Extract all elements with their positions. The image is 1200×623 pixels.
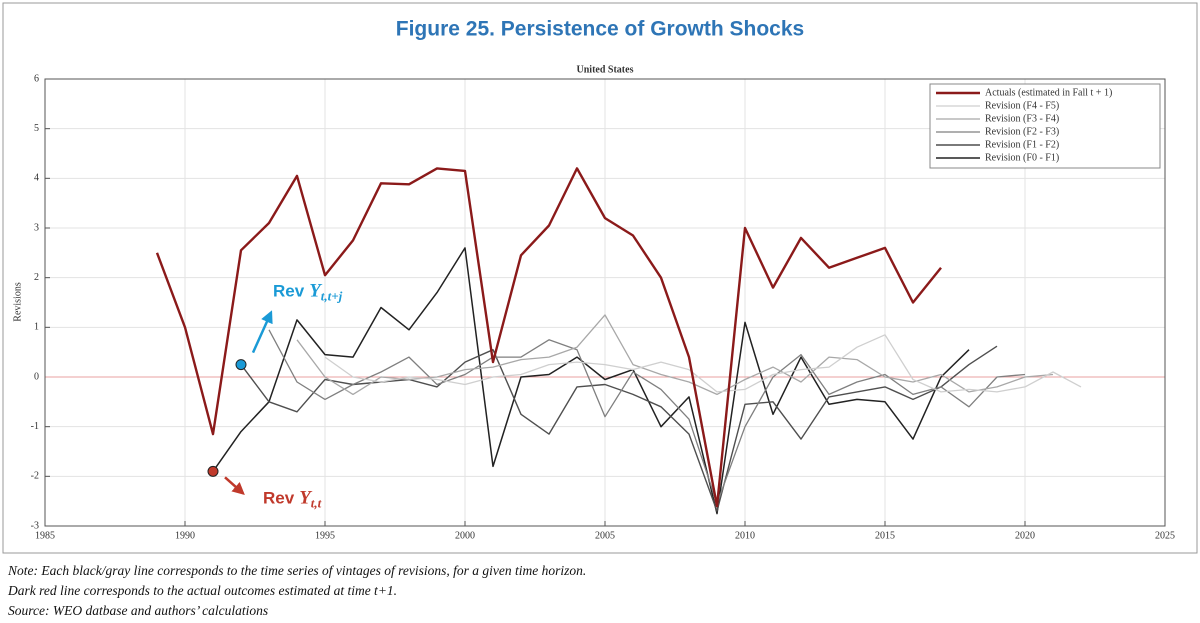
annotation-subscript: t,t (311, 495, 322, 510)
series-line (240, 345, 998, 512)
plot-border (44, 78, 1166, 527)
legend-label: Revision (F1 - F2) (985, 139, 1059, 150)
chart-title: Figure 25. Persistence of Growth Shocks (396, 18, 804, 41)
legend-box (929, 83, 1161, 169)
y-tick-label: 4 (34, 173, 39, 184)
y-tick-label: -3 (31, 520, 39, 531)
x-tick-label: 1985 (35, 530, 55, 541)
y-axis-label: Revisions (12, 282, 23, 322)
chart-subtitle: United States (577, 64, 634, 75)
note: Source: WEO datbase and authors’ calcula… (8, 603, 268, 618)
annotation-point (235, 359, 247, 371)
series-line (155, 167, 942, 508)
x-tick-label: 2010 (735, 530, 755, 541)
annotation-arrow (251, 310, 273, 354)
legend-label: Revision (F0 - F1) (985, 152, 1059, 163)
annotation-label: Rev Yt,t (263, 488, 322, 511)
annotation-point (207, 465, 219, 477)
x-tick-label: 2020 (1015, 530, 1035, 541)
note: Note: Each black/gray line corresponds t… (7, 563, 586, 578)
x-tick-label: 1995 (315, 530, 335, 541)
x-tick-label: 2015 (875, 530, 895, 541)
legend-label: Actuals (estimated in Fall t + 1) (985, 87, 1112, 98)
annotation-text: Rev (273, 282, 305, 301)
annotation-label: Rev Yt,t+j (273, 281, 343, 304)
legend-label: Revision (F4 - F5) (985, 100, 1059, 111)
y-tick-label: 5 (34, 123, 39, 134)
y-tick-label: -1 (31, 421, 39, 432)
annotation-arrow (224, 476, 245, 496)
note: Dark red line corresponds to the actual … (7, 583, 397, 598)
annotation-text: Rev (263, 489, 295, 508)
x-tick-label: 2000 (455, 530, 475, 541)
annotation-symbol: Y (309, 281, 323, 302)
legend-label: Revision (F2 - F3) (985, 126, 1059, 137)
series-line (212, 247, 970, 515)
x-tick-label: 2025 (1155, 530, 1175, 541)
x-tick-label: 2005 (595, 530, 615, 541)
legend-label: Revision (F3 - F4) (985, 113, 1059, 124)
y-tick-label: 3 (34, 222, 39, 233)
y-tick-label: 1 (34, 322, 39, 333)
series-line (268, 329, 1026, 505)
frame (2, 2, 1198, 554)
x-tick-label: 1990 (175, 530, 195, 541)
annotation-symbol: Y (299, 488, 313, 509)
y-tick-label: 2 (34, 272, 39, 283)
y-tick-label: 6 (34, 73, 39, 84)
y-tick-label: 0 (34, 371, 39, 382)
annotation-subscript: t,t+j (321, 289, 343, 304)
series-line (324, 334, 1082, 393)
y-tick-label: -2 (31, 471, 39, 482)
